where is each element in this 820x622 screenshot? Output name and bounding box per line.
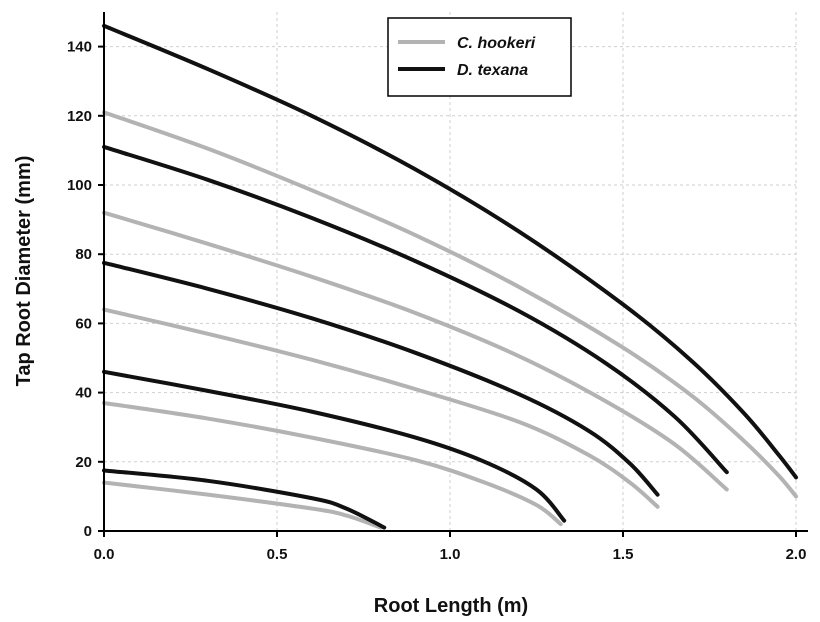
y-tick-label: 20	[75, 454, 92, 471]
legend: C. hookeri D. texana	[387, 17, 572, 97]
y-tick-label: 60	[75, 315, 92, 332]
series-line-d-texana-1	[102, 468, 387, 530]
series-line-c-hookeri-0	[102, 480, 383, 530]
axes	[98, 12, 808, 537]
series-line-c-hookeri-4	[102, 307, 660, 509]
series-line-d-texana-3	[102, 369, 567, 523]
series-lines	[102, 23, 798, 530]
legend-label-d-texana: D. texana	[457, 62, 528, 79]
series-line-d-texana-5	[102, 260, 660, 497]
legend-label-c-hookeri: C. hookeri	[457, 35, 536, 52]
y-tick-label: 40	[75, 385, 92, 402]
legend-box	[387, 17, 572, 97]
x-tick-label: 0.0	[94, 546, 115, 563]
tick-labels: 0.0 0.5 1.0 1.5 2.0 0 20 40 60 80 100 120 140	[67, 39, 806, 563]
y-axis-title: Tap Root Diameter (mm)	[13, 156, 35, 387]
y-tick-label: 80	[75, 246, 92, 263]
y-tick-label: 140	[67, 39, 92, 56]
x-tick-label: 2.0	[786, 546, 807, 563]
y-tick-label: 100	[67, 177, 92, 194]
series-line-c-hookeri-8	[102, 110, 798, 499]
x-tick-label: 0.5	[267, 546, 288, 563]
x-axis-title: Root Length (m)	[374, 595, 528, 617]
x-tick-label: 1.5	[613, 546, 634, 563]
x-tick-label: 1.0	[440, 546, 461, 563]
series-line-c-hookeri-2	[102, 400, 563, 527]
grid	[104, 12, 797, 531]
series-line-d-texana-7	[102, 144, 729, 475]
series-line-c-hookeri-6	[102, 210, 729, 492]
y-tick-label: 120	[67, 108, 92, 125]
series-line-d-texana-9	[102, 23, 798, 480]
y-tick-label: 0	[84, 523, 92, 540]
